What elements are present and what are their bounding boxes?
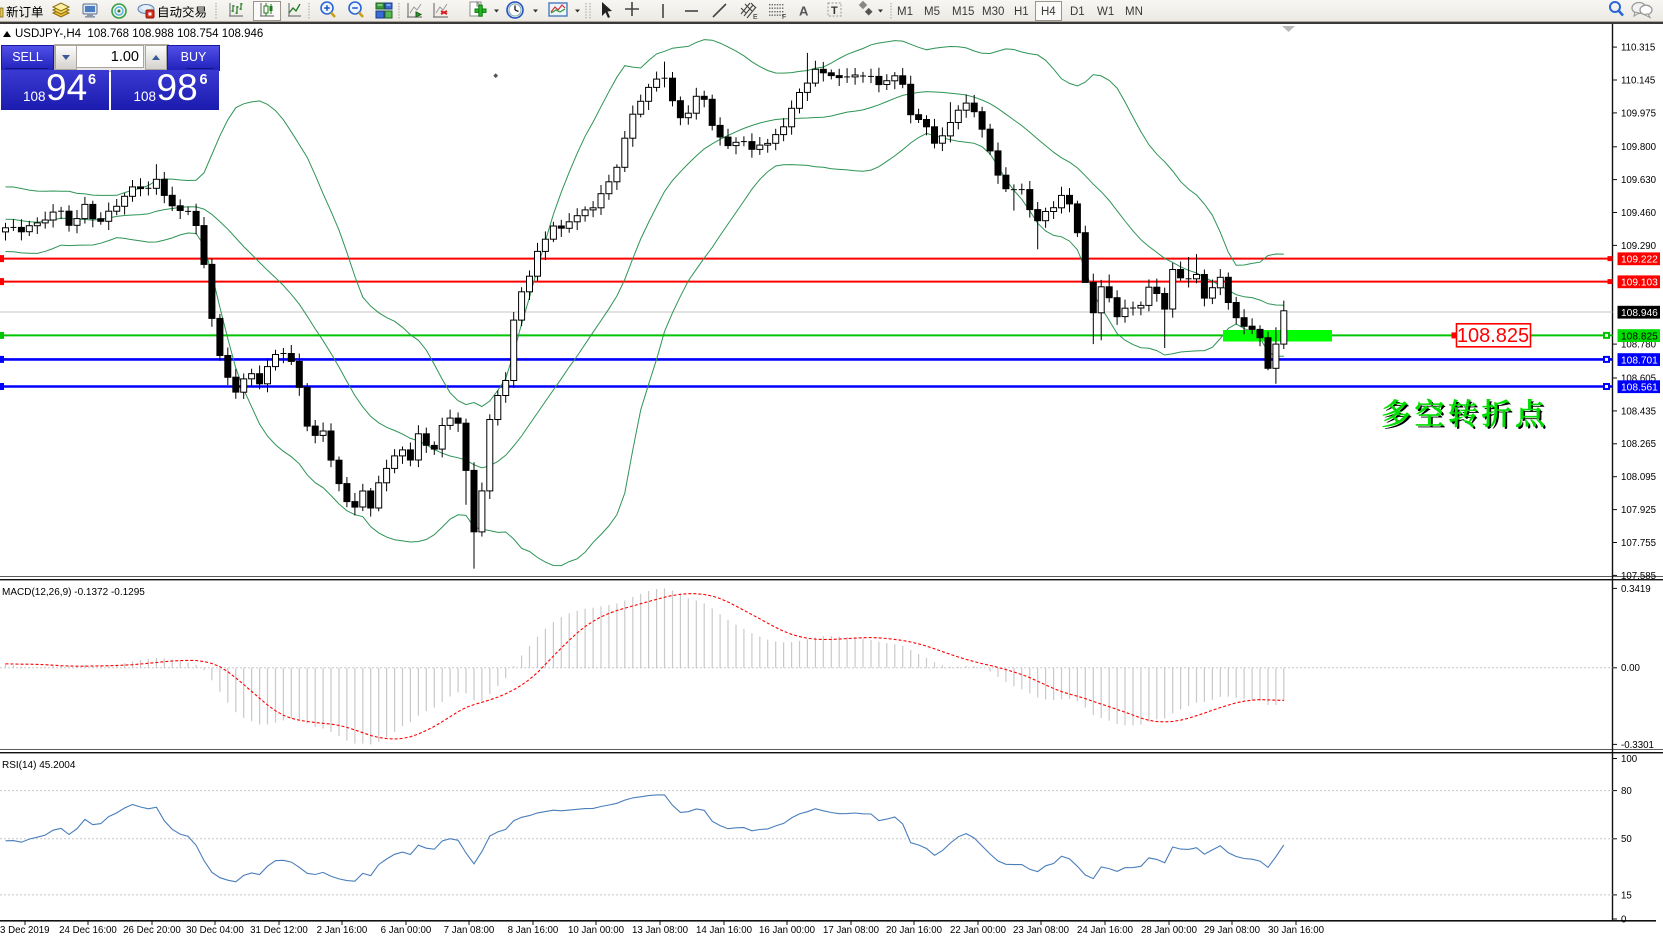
- svg-text:108.825: 108.825: [1457, 325, 1529, 347]
- svg-text:108.095: 108.095: [1621, 472, 1656, 483]
- svg-text:107.925: 107.925: [1621, 505, 1656, 516]
- svg-text:M1: M1: [897, 6, 913, 18]
- svg-text:109.630: 109.630: [1621, 175, 1657, 186]
- svg-text:M15: M15: [952, 6, 974, 18]
- svg-text:2 Jan 16:00: 2 Jan 16:00: [317, 925, 368, 936]
- svg-text:30 Jan 16:00: 30 Jan 16:00: [1268, 925, 1325, 936]
- svg-text:108.780: 108.780: [1621, 340, 1657, 351]
- svg-text:0: 0: [1621, 914, 1627, 925]
- svg-text:109.460: 109.460: [1621, 208, 1657, 219]
- svg-text:16 Jan 00:00: 16 Jan 00:00: [759, 925, 816, 936]
- svg-text:T: T: [831, 5, 838, 17]
- svg-text:24 Jan 16:00: 24 Jan 16:00: [1077, 925, 1134, 936]
- svg-text:10 Jan 00:00: 10 Jan 00:00: [568, 925, 625, 936]
- svg-text:H4: H4: [1041, 6, 1056, 18]
- svg-text:13 Jan 08:00: 13 Jan 08:00: [632, 925, 689, 936]
- svg-text:22 Jan 00:00: 22 Jan 00:00: [950, 925, 1007, 936]
- svg-text:0.00: 0.00: [1621, 663, 1640, 674]
- svg-text:108.561: 108.561: [1621, 383, 1658, 394]
- svg-text:26 Dec 20:00: 26 Dec 20:00: [123, 925, 181, 936]
- svg-text:MACD(12,26,9) -0.1372 -0.1295: MACD(12,26,9) -0.1372 -0.1295: [2, 587, 145, 598]
- svg-text:W1: W1: [1097, 6, 1114, 18]
- svg-text:100: 100: [1621, 754, 1638, 765]
- svg-text:14 Jan 16:00: 14 Jan 16:00: [696, 925, 753, 936]
- svg-text:M30: M30: [982, 6, 1004, 18]
- svg-text:107.585: 107.585: [1621, 571, 1656, 582]
- svg-text:6 Jan 00:00: 6 Jan 00:00: [381, 925, 432, 936]
- svg-text:110.145: 110.145: [1621, 75, 1655, 86]
- svg-text:109.222: 109.222: [1621, 255, 1658, 266]
- svg-text:108.605: 108.605: [1621, 373, 1656, 384]
- svg-text:107.755: 107.755: [1621, 538, 1656, 549]
- svg-text:29 Jan 08:00: 29 Jan 08:00: [1204, 925, 1261, 936]
- svg-text:15: 15: [1621, 890, 1632, 901]
- svg-text:108.701: 108.701: [1621, 355, 1658, 366]
- svg-text:31 Dec 12:00: 31 Dec 12:00: [250, 925, 308, 936]
- svg-text:A: A: [799, 4, 809, 19]
- svg-text:M5: M5: [924, 6, 940, 18]
- svg-text:24 Dec 16:00: 24 Dec 16:00: [59, 925, 117, 936]
- svg-text:50: 50: [1621, 834, 1632, 845]
- svg-text:F: F: [782, 14, 786, 21]
- svg-text:7 Jan 08:00: 7 Jan 08:00: [444, 925, 495, 936]
- svg-text:H1: H1: [1014, 6, 1029, 18]
- svg-text:30 Dec 04:00: 30 Dec 04:00: [186, 925, 244, 936]
- svg-text:D1: D1: [1070, 6, 1085, 18]
- svg-text:109.103: 109.103: [1621, 278, 1658, 289]
- svg-text:109.975: 109.975: [1621, 108, 1656, 119]
- svg-text:108.825: 108.825: [1621, 331, 1658, 342]
- svg-text:-0.3301: -0.3301: [1621, 740, 1654, 751]
- svg-text:109.800: 109.800: [1621, 142, 1657, 153]
- svg-text:17 Jan 08:00: 17 Jan 08:00: [823, 925, 880, 936]
- svg-text:108.946: 108.946: [1621, 308, 1658, 319]
- svg-text:80: 80: [1621, 786, 1632, 797]
- svg-text:8 Jan 16:00: 8 Jan 16:00: [508, 925, 559, 936]
- svg-text:3 Dec 2019: 3 Dec 2019: [0, 925, 50, 936]
- svg-text:108.435: 108.435: [1621, 406, 1656, 417]
- svg-text:20 Jan 16:00: 20 Jan 16:00: [886, 925, 943, 936]
- svg-text:108.265: 108.265: [1621, 439, 1656, 450]
- svg-text:E: E: [753, 14, 758, 21]
- svg-text:28 Jan 00:00: 28 Jan 00:00: [1141, 925, 1198, 936]
- svg-text:0.3419: 0.3419: [1621, 584, 1651, 595]
- svg-text:110.315: 110.315: [1621, 43, 1655, 54]
- svg-text:RSI(14) 45.2004: RSI(14) 45.2004: [2, 760, 76, 771]
- svg-text:109.290: 109.290: [1621, 241, 1657, 252]
- svg-text:MN: MN: [1125, 6, 1143, 18]
- svg-text:23 Jan 08:00: 23 Jan 08:00: [1013, 925, 1070, 936]
